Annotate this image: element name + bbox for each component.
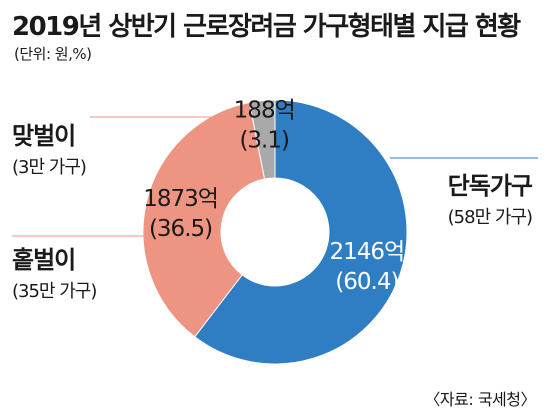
category-name: 홑벌이 — [12, 246, 76, 274]
slice-percent-label: (3.1) — [239, 128, 289, 154]
category-households: (58만 가구) — [447, 207, 533, 228]
category-label-single-income: 홑벌이 (35만 가구) — [12, 240, 97, 303]
category-households: (3만 가구) — [12, 157, 87, 178]
category-name: 단독가구 — [447, 172, 533, 200]
category-households: (35만 가구) — [12, 281, 97, 302]
category-name: 맞벌이 — [12, 122, 76, 150]
slice-single-income — [142, 101, 266, 338]
source-note: 〈자료: 국세청〉 — [424, 390, 536, 409]
category-label-dual-income: 맞벌이 (3만 가구) — [12, 116, 87, 179]
unit-label: (단위: 원,%) — [14, 45, 92, 63]
slice-amount-label: 188억 — [234, 98, 295, 124]
slice-amount-label: 1873억 — [143, 186, 218, 212]
slices-group — [142, 99, 408, 365]
slice-percent-label: (60.4) — [335, 269, 398, 295]
slice-labels-group: 2146억 (60.4) 1873억 (36.5) 188억 (3.1) — [143, 98, 405, 296]
chart-title: 2019년 상반기 근로장려금 가구형태별 지급 현황 — [12, 12, 521, 42]
category-label-single-person: 단독가구 (58만 가구) — [447, 166, 533, 229]
slice-dual-income — [248, 99, 276, 180]
slice-single-person — [194, 99, 408, 365]
slice-percent-label: (36.5) — [149, 216, 212, 242]
leader-lines-group — [12, 116, 538, 237]
slice-amount-label: 2146억 — [330, 239, 405, 265]
